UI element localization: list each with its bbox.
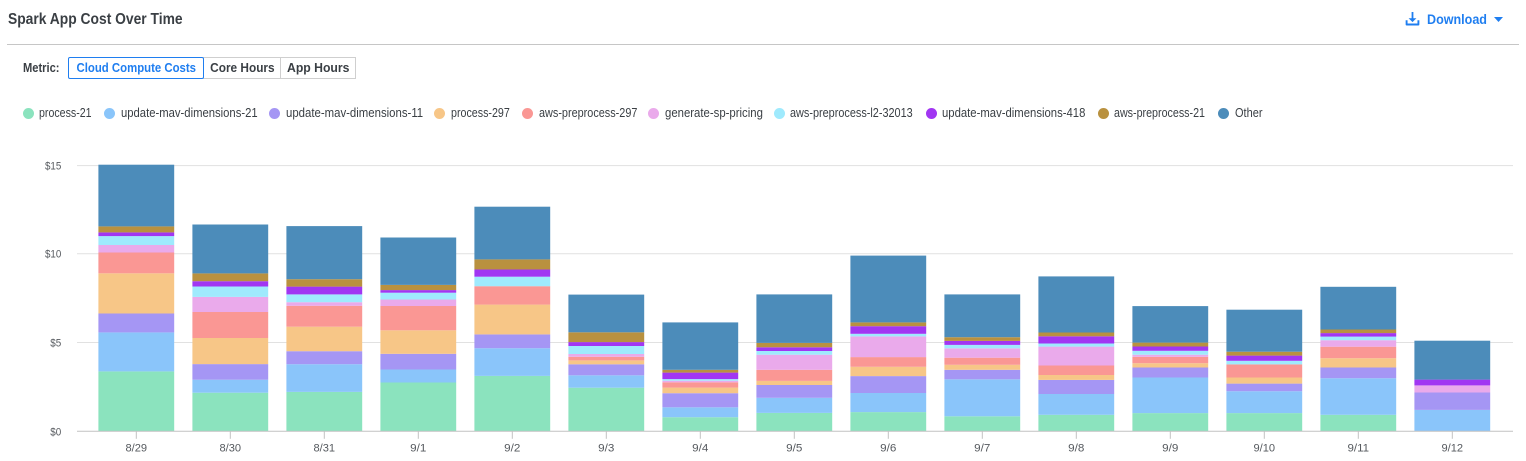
- svg-text:$15: $15: [45, 161, 61, 173]
- svg-text:9/10: 9/10: [1254, 443, 1276, 455]
- svg-text:9/4: 9/4: [692, 443, 708, 455]
- svg-text:9/2: 9/2: [504, 443, 520, 455]
- svg-text:9/11: 9/11: [1348, 443, 1370, 455]
- svg-text:9/6: 9/6: [880, 443, 896, 455]
- svg-text:8/30: 8/30: [220, 443, 242, 455]
- svg-text:9/1: 9/1: [410, 443, 426, 455]
- svg-text:$5: $5: [50, 338, 61, 350]
- svg-text:$10: $10: [45, 249, 61, 261]
- svg-text:9/12: 9/12: [1442, 443, 1464, 455]
- svg-text:8/31: 8/31: [314, 443, 336, 455]
- svg-text:9/7: 9/7: [974, 443, 990, 455]
- svg-text:9/3: 9/3: [598, 443, 614, 455]
- svg-text:9/8: 9/8: [1068, 443, 1084, 455]
- svg-text:$0: $0: [50, 426, 61, 438]
- svg-text:9/5: 9/5: [786, 443, 802, 455]
- svg-text:9/9: 9/9: [1162, 443, 1178, 455]
- svg-text:8/29: 8/29: [126, 443, 148, 455]
